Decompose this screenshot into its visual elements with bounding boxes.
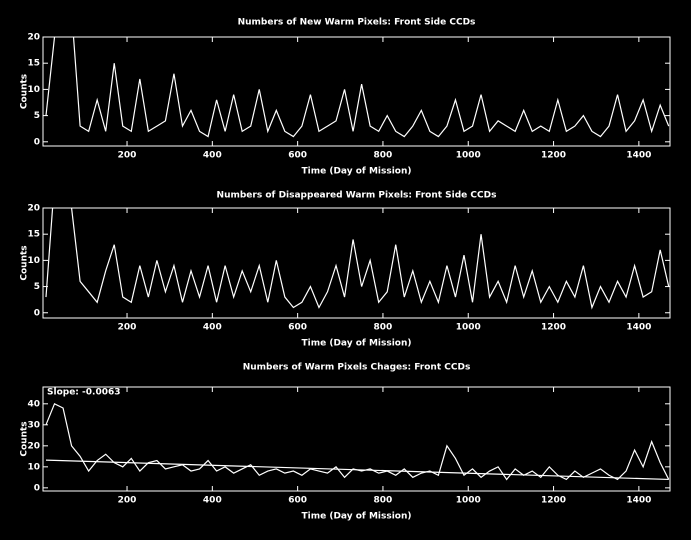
plot-frame — [42, 36, 671, 147]
y-tick-label: 40 — [27, 399, 40, 409]
y-tick-label: 15 — [27, 230, 40, 240]
y-tick-label: 15 — [27, 59, 40, 69]
x-tick-label: 1000 — [456, 496, 481, 506]
x-tick-label: 800 — [374, 323, 393, 333]
y-tick-label: 10 — [27, 85, 40, 95]
y-tick-label: 5 — [34, 282, 40, 292]
x-tick-label: 200 — [118, 151, 137, 161]
x-tick-label: 800 — [374, 151, 393, 161]
plot-area — [45, 208, 670, 310]
chart-title: Numbers of Warm Pixels Chages: Front CCD… — [243, 363, 471, 373]
y-tick-label: 10 — [27, 462, 40, 472]
y-axis-label: Counts — [20, 421, 30, 456]
x-axis-label: Time (Day of Mission) — [302, 167, 412, 177]
x-tick-label: 1400 — [626, 151, 651, 161]
plot-area — [45, 402, 670, 481]
x-axis-label: Time (Day of Mission) — [302, 339, 412, 349]
x-tick-label: 1200 — [541, 496, 566, 506]
plot-frame — [42, 207, 671, 319]
annotation: Slope: -0.0063 — [47, 388, 121, 398]
x-tick-label: 1400 — [626, 323, 651, 333]
y-tick-label: 20 — [27, 33, 40, 43]
y-tick-label: 20 — [27, 204, 40, 214]
x-tick-label: 800 — [374, 496, 393, 506]
x-tick-label: 1200 — [541, 323, 566, 333]
x-tick-label: 1000 — [456, 323, 481, 333]
data-line — [45, 37, 670, 138]
plot-area — [45, 37, 670, 138]
y-tick-label: 0 — [34, 308, 40, 318]
y-tick-label: 5 — [34, 111, 40, 121]
x-tick-label: 200 — [118, 323, 137, 333]
x-tick-label: 200 — [118, 496, 137, 506]
y-tick-label: 0 — [34, 137, 40, 147]
data-line — [45, 208, 670, 310]
y-tick-label: 20 — [27, 441, 40, 451]
y-axis-label: Counts — [20, 74, 30, 109]
plot-frame — [42, 386, 671, 492]
y-tick-label: 0 — [34, 483, 40, 493]
x-tick-label: 1200 — [541, 151, 566, 161]
y-tick-label: 30 — [27, 420, 40, 430]
y-tick-label: 10 — [27, 256, 40, 266]
x-tick-label: 600 — [288, 496, 307, 506]
data-line — [45, 402, 670, 481]
x-tick-label: 400 — [203, 151, 222, 161]
x-tick-label: 600 — [288, 151, 307, 161]
x-tick-label: 600 — [288, 323, 307, 333]
data-line — [45, 459, 669, 481]
y-axis-label: Counts — [20, 245, 30, 280]
x-tick-label: 1000 — [456, 151, 481, 161]
x-axis-label: Time (Day of Mission) — [302, 512, 412, 522]
x-tick-label: 400 — [203, 496, 222, 506]
x-tick-label: 400 — [203, 323, 222, 333]
chart-title: Numbers of New Warm Pixels: Front Side C… — [238, 18, 476, 28]
chart-title: Numbers of Disappeared Warm Pixels: Fron… — [217, 191, 497, 201]
x-tick-label: 1400 — [626, 496, 651, 506]
